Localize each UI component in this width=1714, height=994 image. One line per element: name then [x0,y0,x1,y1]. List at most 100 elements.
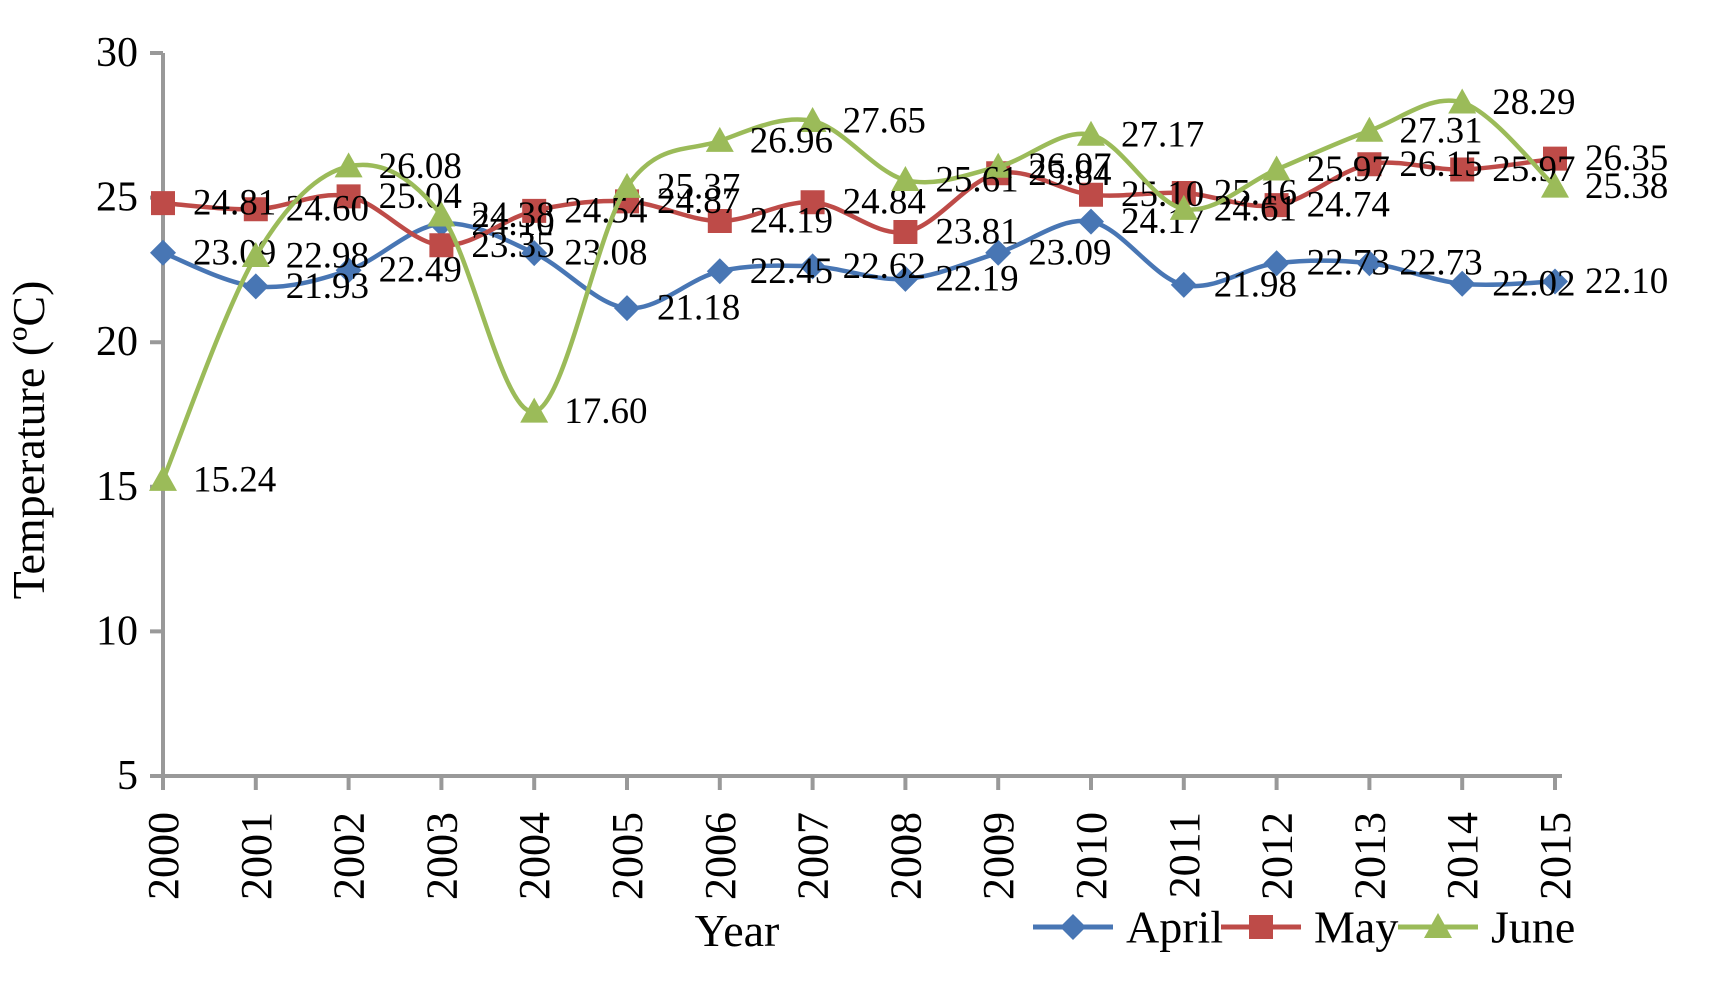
y-tick-label-20: 20 [96,319,138,365]
data-label-june-2014: 28.29 [1492,82,1575,123]
diamond-marker-april-2007 [799,253,826,280]
diamond-marker-april-2011 [1170,271,1197,298]
diamond-marker-april-2010 [1078,208,1104,235]
x-tick-label-2002: 2002 [325,812,374,900]
diamond-marker-april-2001 [242,273,269,300]
data-label-april-2011: 21.98 [1214,264,1297,305]
data-label-april-2009: 23.09 [1028,232,1111,273]
x-tick-label-2004: 2004 [510,812,559,900]
square-marker-may-2010 [1079,182,1103,207]
series-line-april [160,218,1558,311]
triangle-marker-june-2008 [891,166,920,191]
legend-triangle-icon [1424,913,1452,938]
data-label-june-2002: 26.08 [379,146,462,187]
axis-lines-and-ticks [150,51,1562,790]
triangle-marker-june-2015 [1541,172,1569,198]
diamond-marker-april-2004 [521,240,548,267]
triangle-marker-june-2004 [520,397,549,423]
square-marker-may-2014 [1450,157,1475,182]
series-line-may [160,156,1558,248]
diamond-marker-april-2005 [614,295,640,322]
data-label-june-2001: 22.98 [286,236,369,277]
x-tick-label-2015: 2015 [1531,812,1580,900]
legend-item-june: June [1398,902,1575,953]
legend-square-icon [1249,915,1273,939]
data-label-june-2009: 26.07 [1028,146,1111,187]
x-tick-label-2008: 2008 [881,812,930,900]
y-axis-title: Temperature (ºC) [3,281,54,600]
data-label-april-2013: 22.73 [1399,243,1482,284]
legend-diamond-icon [1060,914,1086,940]
square-marker-may-2007 [800,190,825,215]
square-marker-may-2008 [893,220,918,244]
x-tick-label-2003: 2003 [417,812,466,900]
data-label-april-2012: 22.73 [1307,243,1390,284]
data-label-april-2005: 21.18 [657,288,740,329]
y-tick-label-30: 30 [96,30,138,76]
x-tick-label-2012: 2012 [1253,812,1302,900]
legend-label-june: June [1491,902,1575,953]
axes: 5 10 15 20 25 30 2000 2001 2002 2003 2004 2005 2006 2… [96,30,1580,900]
triangle-marker-june-2013 [1355,116,1384,142]
diamond-marker-april-2013 [1356,250,1383,277]
triangle-marker-june-2010 [1077,120,1105,146]
triangle-marker-june-2002 [334,152,363,178]
triangle-marker-june-2006 [705,126,734,152]
x-tick-label-2013: 2013 [1345,812,1394,900]
data-label-april-2014: 22.02 [1492,263,1575,304]
x-axis-title: Year [695,905,780,956]
diamond-marker-april-2002 [335,257,362,284]
data-label-june-2011: 24.61 [1214,188,1297,229]
legend: April May June [1033,902,1575,953]
data-label-may-2009: 25.84 [1028,153,1111,194]
square-marker-may-2004 [522,198,547,223]
diamond-marker-april-2014 [1449,270,1476,297]
y-tick-label-5: 5 [117,753,138,799]
square-marker-may-2001 [243,197,268,222]
triangle-marker-june-2000 [149,465,177,491]
diamond-marker-april-2012 [1263,250,1290,277]
legend-item-april: April [1033,902,1223,953]
legend-label-may: May [1314,902,1398,953]
x-tick-label-2007: 2007 [789,812,838,900]
data-label-april-2001: 21.93 [286,266,369,307]
data-label-june-2000: 15.24 [193,459,276,500]
square-marker-may-2006 [707,209,732,233]
x-tick-label-2005: 2005 [603,812,652,900]
y-tick-label-10: 10 [96,608,138,654]
data-label-may-2008: 23.81 [935,212,1018,253]
y-tick-label-25: 25 [96,175,138,221]
square-marker-may-2002 [336,184,361,209]
data-label-june-2015: 25.38 [1585,166,1668,207]
triangle-marker-june-2003 [427,201,456,227]
triangle-marker-june-2001 [241,242,270,267]
y-tick-label-15: 15 [96,464,138,510]
triangle-marker-june-2011 [1169,194,1198,220]
legend-item-may: May [1221,902,1398,953]
data-label-april-2015: 22.10 [1585,261,1668,302]
data-label-june-2004: 17.60 [564,391,647,432]
square-marker-may-2003 [429,233,454,258]
x-tick-label-2000: 2000 [139,812,188,900]
square-marker-may-2012 [1264,193,1289,218]
x-tick-label-2009: 2009 [974,812,1023,900]
data-label-may-2015: 26.35 [1585,138,1668,179]
data-label-april-2006: 22.45 [750,251,833,292]
diamond-marker-april-2009 [985,239,1012,266]
diamond-marker-april-2015 [1542,268,1568,295]
diamond-marker-april-2000 [150,239,176,266]
x-tick-label-2006: 2006 [696,812,745,900]
data-label-june-2003: 24.38 [471,195,554,236]
square-marker-may-2000 [151,191,175,216]
x-tick-label-2001: 2001 [232,812,281,900]
square-marker-may-2015 [1543,146,1567,171]
data-label-june-2006: 26.96 [750,120,833,161]
x-tick-label-2010: 2010 [1067,812,1116,900]
data-label-april-2007: 22.62 [843,246,926,287]
data-label-may-2005: 24.87 [657,181,740,222]
diamond-marker-april-2008 [892,265,919,292]
data-label-june-2013: 27.31 [1399,110,1482,151]
data-label-june-2012: 25.97 [1307,149,1390,190]
